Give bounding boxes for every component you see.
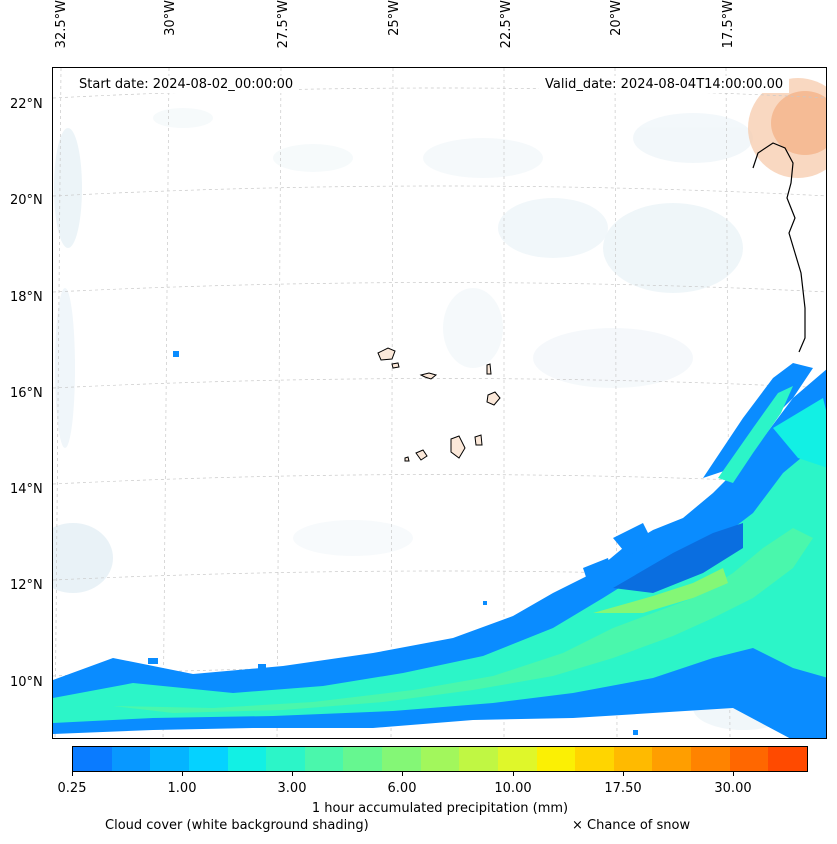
colorbar-tickmark — [182, 772, 183, 776]
colorbar-swatch-6 — [304, 747, 344, 771]
colorbar-tickmark — [513, 772, 514, 776]
precip-fragment-b — [583, 558, 613, 583]
small-precip-cells — [148, 351, 638, 735]
colorbar-tickmark — [292, 772, 293, 776]
lat-label-12n: 12°N — [10, 578, 43, 593]
precip-green-core — [593, 568, 728, 613]
island-sal — [486, 363, 492, 375]
precip-dark-blue-core — [613, 523, 743, 593]
lon-label-27-5w: 27.5°W — [276, 0, 291, 49]
african-coastline — [752, 142, 806, 353]
precip-north-arm-inner — [718, 386, 793, 483]
cloud-cover-note: Cloud cover (white background shading) — [105, 818, 369, 833]
colorbar-swatch-17 — [729, 747, 769, 771]
lat-label-18n: 18°N — [10, 290, 43, 305]
colorbar-tick-label: 3.00 — [277, 781, 307, 796]
precip-core-band — [113, 528, 813, 713]
cape-verde-islands — [377, 347, 501, 462]
island-boa-vista — [486, 391, 501, 406]
colorbar-swatch-0 — [73, 747, 112, 771]
colorbar-tickmark — [733, 772, 734, 776]
lon-label-20w: 20°W — [609, 0, 624, 36]
colorbar-title: 1 hour accumulated precipitation (mm) — [311, 801, 569, 816]
lat-label-10n: 10°N — [10, 675, 43, 690]
island-santiago — [450, 435, 466, 459]
island-fogo — [415, 449, 428, 461]
lon-label-17-5w: 17.5°W — [721, 0, 736, 49]
colorbar-tick-label: 17.50 — [604, 781, 642, 796]
map-panel — [52, 67, 827, 739]
colorbar-swatch-1 — [111, 747, 151, 771]
lat-label-16n: 16°N — [10, 386, 43, 401]
colorbar-swatch-4 — [227, 747, 267, 771]
colorbar-swatch-15 — [652, 747, 691, 771]
colorbar-tick-label: 10.00 — [494, 781, 532, 796]
lat-label-20n: 20°N — [10, 193, 43, 208]
colorbar-swatch-2 — [150, 747, 189, 771]
colorbar-swatch-12 — [536, 747, 576, 771]
map-canvas — [53, 68, 826, 738]
colorbar-swatch-14 — [613, 747, 653, 771]
colorbar-tickmark — [623, 772, 624, 776]
valid-date-label: Valid_date: 2024-08-04T14:00:00.00 — [539, 76, 790, 93]
colorbar-swatch-5 — [266, 747, 305, 771]
land-warm-shading — [748, 78, 826, 178]
lat-label-14n: 14°N — [10, 482, 43, 497]
colorbar-tick-label: 30.00 — [714, 781, 752, 796]
colorbar-swatch-13 — [575, 747, 614, 771]
colorbar-tickmark — [402, 772, 403, 776]
colorbar-tick-label: 6.00 — [387, 781, 417, 796]
colorbar-swatch-18 — [768, 747, 807, 771]
precipitation-colorbar — [72, 746, 808, 772]
island-sao-nicolau — [419, 372, 438, 380]
colorbar-swatch-11 — [497, 747, 537, 771]
island-sao-vicente — [391, 362, 400, 369]
start-date-label: Start date: 2024-08-02_00:00:00 — [73, 76, 300, 93]
precip-east-cell — [773, 398, 826, 468]
colorbar-swatch-8 — [382, 747, 421, 771]
lat-label-22n: 22°N — [10, 97, 43, 112]
lon-label-32-5w: 32.5°W — [54, 0, 69, 49]
lon-label-22-5w: 22.5°W — [499, 0, 514, 49]
precip-fragment-a — [613, 523, 653, 556]
colorbar-swatch-9 — [420, 747, 460, 771]
island-brava — [404, 456, 410, 462]
colorbar-tick-label: 1.00 — [167, 781, 197, 796]
colorbar-swatch-3 — [188, 747, 228, 771]
snow-chance-note: × Chance of snow — [572, 818, 691, 833]
island-maio — [474, 434, 483, 446]
lon-label-25w: 25°W — [387, 0, 402, 36]
lon-label-30w: 30°W — [163, 0, 178, 36]
island-santo-antao — [377, 347, 396, 361]
colorbar-swatch-7 — [343, 747, 382, 771]
precip-mid-band — [53, 439, 826, 723]
colorbar-swatch-10 — [459, 747, 498, 771]
colorbar-swatch-16 — [691, 747, 730, 771]
precipitation-field — [53, 363, 826, 738]
colorbar-tick-label: 0.25 — [57, 781, 87, 796]
colorbar-tickmark — [72, 772, 73, 776]
